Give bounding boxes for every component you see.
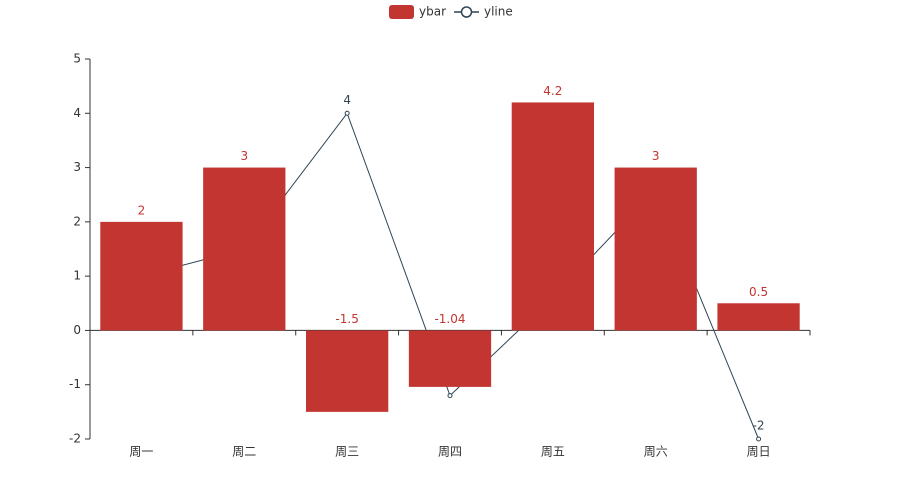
y-tick-label: 0 xyxy=(73,323,81,337)
bar-label: 0.5 xyxy=(749,285,768,299)
x-tick-label: 周日 xyxy=(747,445,771,459)
bar xyxy=(203,167,286,331)
x-tick-label: 周五 xyxy=(541,445,565,459)
line-point xyxy=(756,436,762,442)
legend-bar-icon xyxy=(389,5,414,19)
line-label: 4 xyxy=(343,93,351,107)
legend-line-icon xyxy=(460,6,473,18)
x-tick-label: 周六 xyxy=(644,445,668,459)
bar xyxy=(717,303,800,331)
legend-label: ybar xyxy=(419,5,446,19)
bar xyxy=(511,102,594,331)
bar xyxy=(306,330,389,412)
y-tick-label: 3 xyxy=(73,160,81,174)
bar-layer: 2 3 -1.5 -1.04 4.2 3 0.5 xyxy=(100,84,800,412)
y-tick-label: 4 xyxy=(73,106,81,120)
line-point xyxy=(344,110,350,116)
x-tick-label: 周三 xyxy=(335,445,359,459)
y-tick-label: 2 xyxy=(73,214,81,228)
bar xyxy=(100,221,183,331)
y-tick-label: -1 xyxy=(69,377,81,391)
line-label: -2 xyxy=(753,419,765,433)
x-tick-label: 周二 xyxy=(232,445,256,459)
bar-label: 3 xyxy=(240,149,248,163)
y-tick-label: 1 xyxy=(73,269,81,283)
line-point xyxy=(447,393,453,399)
x-tick-label: 周一 xyxy=(129,445,153,459)
x-tick-label: 周四 xyxy=(438,445,462,459)
bar xyxy=(408,330,492,387)
bar-label: 3 xyxy=(652,149,660,163)
bar-label: -1.5 xyxy=(335,312,358,326)
bar-label: -1.04 xyxy=(434,312,465,326)
y-tick-label: 5 xyxy=(73,52,81,66)
bar-label: 2 xyxy=(138,203,146,217)
bar-label: 4.2 xyxy=(543,84,562,98)
bar xyxy=(614,167,697,331)
legend-label: yline xyxy=(484,5,513,19)
y-tick-label: -2 xyxy=(69,432,81,446)
